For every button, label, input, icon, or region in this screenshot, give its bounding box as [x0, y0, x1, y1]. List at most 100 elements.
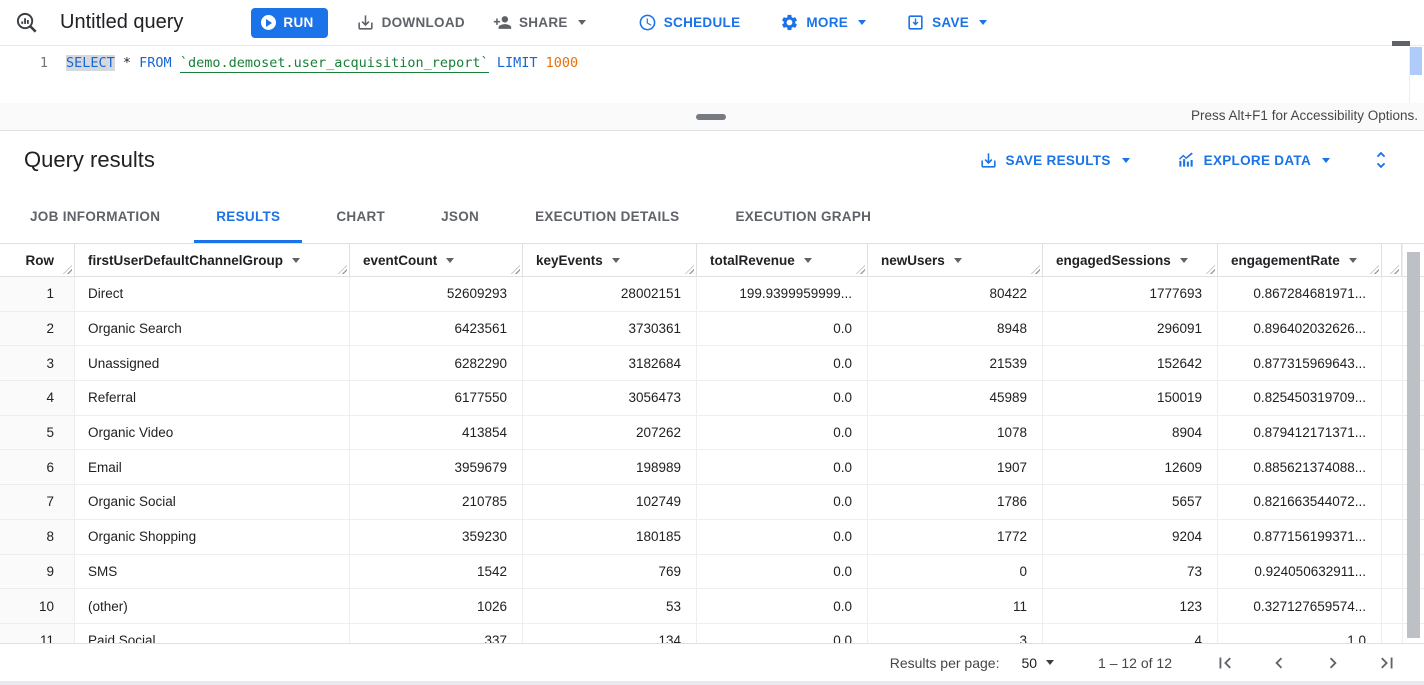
- column-resize-grip[interactable]: [856, 265, 865, 274]
- save-results-button[interactable]: SAVE RESULTS: [979, 151, 1130, 170]
- editor-scrollbar-thumb[interactable]: [1410, 47, 1422, 75]
- column-menu-icon[interactable]: [1348, 257, 1357, 263]
- table-cell: 6282290: [350, 346, 523, 381]
- table-body: 1 Direct 52609293 28002151 199.9399959999...…: [0, 277, 1424, 643]
- table-cell: 45989: [868, 381, 1043, 415]
- column-header-newUsers[interactable]: newUsers: [868, 244, 1043, 276]
- table-cell: (other): [75, 589, 350, 623]
- column-resize-grip[interactable]: [1206, 265, 1215, 274]
- table-scrollbar-track[interactable]: [1402, 244, 1424, 643]
- column-header-label: engagementRate: [1231, 252, 1340, 268]
- column-resize-grip[interactable]: [1370, 265, 1379, 274]
- column-menu-icon[interactable]: [611, 257, 620, 263]
- column-header-keyEvents[interactable]: keyEvents: [523, 244, 697, 276]
- table-row: 11 Paid Social 337 134 0.0 3 4 1.0: [0, 623, 1424, 643]
- page-size-value: 50: [1021, 654, 1038, 671]
- share-label: SHARE: [518, 15, 568, 30]
- save-icon: [908, 15, 923, 30]
- accessibility-hint: Press Alt+F1 for Accessibility Options.: [1191, 108, 1418, 123]
- column-menu-icon[interactable]: [803, 257, 812, 263]
- sql-editor[interactable]: 1 SELECT * FROM `demo.demoset.user_acqui…: [0, 46, 1424, 103]
- splitter-drag-handle[interactable]: [696, 114, 726, 120]
- tab-execution-graph[interactable]: EXECUTION GRAPH: [735, 208, 872, 224]
- chevron-down-icon: [858, 20, 867, 25]
- column-resize-grip[interactable]: [685, 265, 694, 274]
- table-header-row: Row firstUserDefaultChannelGroup eventCoun…: [0, 244, 1424, 277]
- sql-table-ref[interactable]: `demo.demoset.user_acquisition_report`: [179, 55, 489, 73]
- column-header-totalRevenue[interactable]: totalRevenue: [697, 244, 868, 276]
- table-cell: 6423561: [350, 311, 523, 346]
- sql-code-line[interactable]: SELECT * FROM `demo.demoset.user_acquisi…: [66, 55, 578, 73]
- run-button[interactable]: RUN: [251, 7, 328, 38]
- first-page-button[interactable]: [1214, 652, 1236, 674]
- tab-job-information[interactable]: JOB INFORMATION: [30, 208, 161, 224]
- column-resize-grip[interactable]: [1390, 265, 1399, 274]
- table-cell: Direct: [75, 277, 350, 311]
- column-resize-grip[interactable]: [338, 265, 347, 274]
- more-button[interactable]: MORE: [780, 13, 867, 32]
- last-page-button[interactable]: [1376, 652, 1398, 674]
- tab-execution-details[interactable]: EXECUTION DETAILS: [535, 208, 680, 224]
- column-resize-grip[interactable]: [1031, 265, 1040, 274]
- tab-json[interactable]: JSON: [441, 208, 480, 224]
- table-cell: 52609293: [350, 277, 523, 311]
- table-cell: 8948: [868, 311, 1043, 346]
- column-resize-grip[interactable]: [63, 265, 72, 274]
- table-cell: SMS: [75, 554, 350, 589]
- line-number: 1: [39, 55, 48, 71]
- column-header-firstUserDefaultChannelGroup[interactable]: firstUserDefaultChannelGroup: [75, 244, 350, 276]
- filler-cell: [1382, 312, 1402, 346]
- explore-data-button[interactable]: EXPLORE DATA: [1176, 150, 1330, 170]
- expand-results-button[interactable]: [1370, 149, 1392, 171]
- column-header-eventCount[interactable]: eventCount: [350, 244, 523, 276]
- save-button[interactable]: SAVE: [906, 13, 988, 32]
- table-cell: 3959679: [350, 450, 523, 485]
- table-cell: 207262: [523, 415, 697, 450]
- save-label: SAVE: [932, 15, 970, 30]
- column-menu-icon[interactable]: [292, 257, 301, 263]
- tab-results[interactable]: RESULTS: [194, 189, 302, 243]
- filler-cell: [1382, 555, 1402, 589]
- last-page-icon: [1381, 657, 1393, 668]
- column-header-label: keyEvents: [536, 252, 603, 268]
- share-button[interactable]: SHARE: [493, 13, 586, 32]
- filler-cell: [1382, 624, 1402, 643]
- table-cell: 0.896402032626...: [1218, 311, 1382, 346]
- previous-page-button[interactable]: [1268, 652, 1290, 674]
- table-cell: 0.0: [697, 589, 868, 623]
- table-cell: 337: [350, 623, 523, 643]
- table-scrollbar-thumb[interactable]: [1407, 252, 1420, 638]
- column-header-label: Row: [25, 252, 55, 268]
- table-row: 1 Direct 52609293 28002151 199.9399959999...…: [0, 277, 1424, 312]
- table-cell: 3730361: [523, 311, 697, 346]
- sql-keyword-from: FROM: [139, 55, 172, 71]
- column-menu-icon[interactable]: [1179, 257, 1188, 263]
- column-header-engagementRate[interactable]: engagementRate: [1218, 244, 1382, 276]
- table-cell: 80422: [868, 277, 1043, 311]
- table-cell: 199.9399959999...: [697, 277, 868, 311]
- query-title: Untitled query: [60, 11, 184, 33]
- table-cell: 0.0: [697, 519, 868, 554]
- tab-chart[interactable]: CHART: [336, 208, 386, 224]
- table-row: 9 SMS 1542 769 0.0 0 73 0.924050632911...: [0, 554, 1424, 590]
- table-cell: 413854: [350, 415, 523, 450]
- filler-cell: [1382, 589, 1402, 623]
- column-header-engagedSessions[interactable]: engagedSessions: [1043, 244, 1218, 276]
- table-cell: 73: [1043, 554, 1218, 589]
- column-menu-icon[interactable]: [953, 257, 962, 263]
- column-resize-grip[interactable]: [511, 265, 520, 274]
- table-cell: 359230: [350, 519, 523, 554]
- schedule-button[interactable]: SCHEDULE: [638, 13, 741, 32]
- editor-scrollbar-track[interactable]: [1409, 46, 1422, 103]
- table-cell: 0.924050632911...: [1218, 554, 1382, 589]
- table-cell: 1.0: [1218, 623, 1382, 643]
- column-menu-icon[interactable]: [446, 257, 455, 263]
- column-header-Row[interactable]: Row: [0, 244, 75, 276]
- chevron-down-icon: [1046, 660, 1055, 665]
- download-button[interactable]: DOWNLOAD: [356, 13, 465, 32]
- next-page-button[interactable]: [1322, 652, 1344, 674]
- table-cell: 180185: [523, 519, 697, 554]
- row-number-cell: 11: [0, 623, 75, 643]
- table-cell: 0.821663544072...: [1218, 485, 1382, 519]
- page-size-select[interactable]: 50: [1021, 654, 1055, 671]
